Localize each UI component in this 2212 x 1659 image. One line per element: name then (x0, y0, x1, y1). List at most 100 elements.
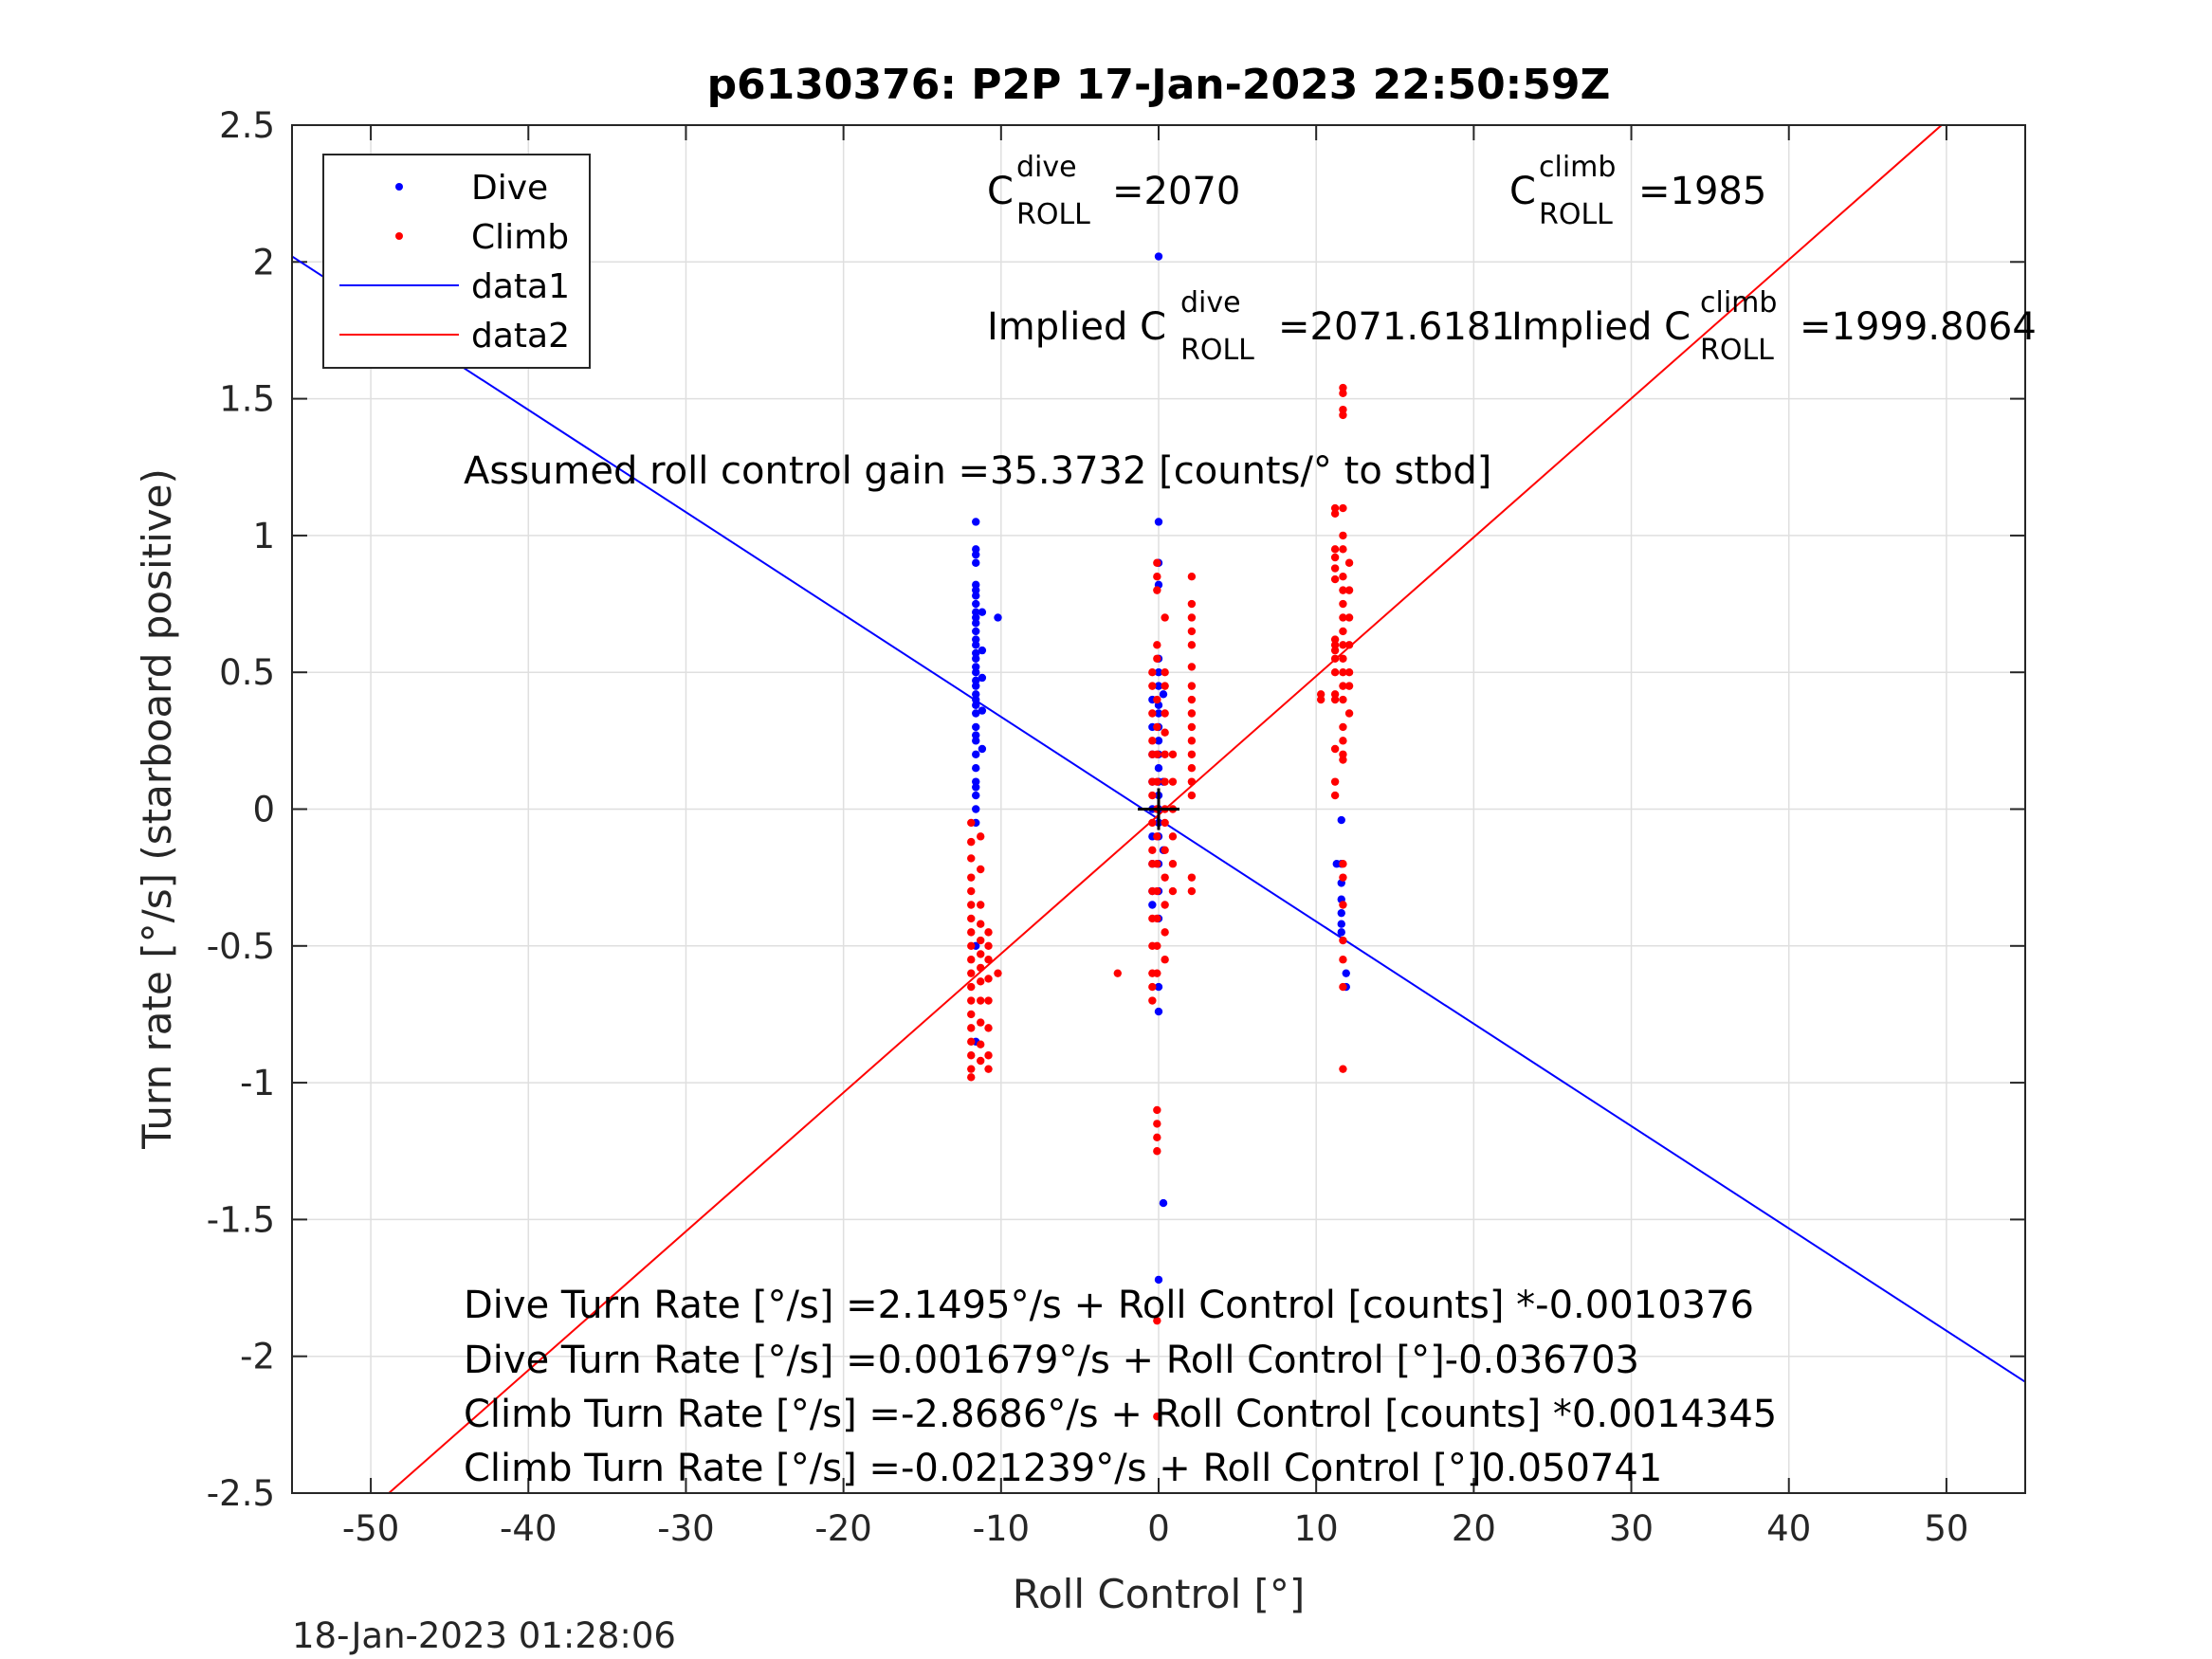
climb-point (977, 865, 985, 874)
climb-point (1330, 553, 1340, 562)
dive-point (1337, 928, 1345, 937)
climb-point (1113, 969, 1122, 977)
x-tick-label: -20 (814, 1508, 871, 1549)
y-tick-label: 0 (252, 790, 275, 830)
climb-point (1339, 641, 1347, 649)
climb-point (1339, 860, 1347, 868)
dive-point (972, 676, 980, 685)
climb-point (977, 1040, 985, 1048)
dive-point (972, 764, 980, 773)
climb-point (1187, 737, 1197, 745)
annotation-fit-2: Dive Turn Rate [°/s] =0.001679°/s + Roll… (464, 1339, 1639, 1382)
climb-point (1161, 846, 1169, 854)
climb-point (977, 1056, 985, 1066)
climb-point (984, 1051, 993, 1060)
annotation-fit-1: Dive Turn Rate [°/s] =2.1495°/s + Roll C… (464, 1284, 1754, 1327)
annotation-fit-3: Climb Turn Rate [°/s] =-2.8686°/s + Roll… (464, 1393, 1777, 1436)
climb-point (984, 975, 993, 983)
x-tick-label: 30 (1609, 1508, 1654, 1549)
climb-point (1148, 818, 1157, 828)
dive-point (972, 737, 980, 745)
climb-point (1187, 764, 1197, 773)
climb-point (1339, 668, 1347, 677)
climb-point (967, 886, 976, 896)
climb-point (1316, 690, 1325, 699)
climb-point (1153, 1120, 1161, 1128)
climb-point (1153, 941, 1161, 950)
climb-point (1339, 627, 1347, 636)
climb-point (967, 1010, 976, 1019)
climb-point (1330, 509, 1340, 519)
climb-point (1344, 641, 1354, 649)
dive-point (972, 805, 980, 813)
climb-point (1168, 750, 1178, 758)
climb-point (1339, 503, 1347, 513)
climb-point (977, 963, 985, 973)
climb-point (1161, 901, 1169, 909)
climb-point (1339, 682, 1347, 690)
climb-point (967, 1024, 976, 1032)
y-axis-label: Turn rate [°/s] (starboard positive) (134, 468, 180, 1150)
climb-point (1153, 1316, 1161, 1325)
svg-text:Implied C: Implied C (987, 305, 1166, 349)
climb-point (1330, 777, 1340, 786)
dive-point (1337, 815, 1345, 825)
climb-point (1330, 635, 1340, 644)
climb-point (1330, 654, 1340, 663)
dive-point (978, 673, 987, 683)
dive-point (1148, 901, 1157, 909)
legend-data2: data2 (471, 317, 570, 356)
climb-point (1344, 586, 1354, 594)
dive-point (978, 744, 987, 754)
annotation-c-dive: C dive ROLL =2070 (987, 151, 1240, 231)
climb-point (1153, 886, 1161, 896)
climb-point (1339, 1065, 1347, 1073)
dive-point (972, 709, 980, 718)
climb-point (1148, 682, 1157, 690)
annotation-implied-dive: Implied C dive ROLL =2071.6181 (987, 286, 1515, 367)
climb-point (967, 996, 976, 1005)
climb-point (1168, 886, 1178, 896)
climb-point (1153, 1412, 1161, 1421)
svg-text:=1999.8064: =1999.8064 (1800, 305, 2037, 349)
climb-point (1161, 818, 1169, 828)
dive-point (972, 663, 980, 671)
climb-point (1187, 641, 1197, 649)
climb-point (1330, 791, 1340, 800)
climb-point (967, 941, 976, 950)
dive-point (972, 668, 980, 677)
climb-point (967, 956, 976, 964)
climb-point (1187, 627, 1197, 636)
climb-point (1187, 777, 1197, 786)
climb-point (1161, 682, 1169, 690)
climb-point (1316, 695, 1325, 704)
x-tick-label: 20 (1452, 1508, 1496, 1549)
svg-text:=2070: =2070 (1112, 170, 1240, 213)
legend: Dive Climb data1 data2 (322, 154, 591, 369)
climb-point (1330, 668, 1340, 677)
climb-point (1344, 558, 1354, 567)
dive-point (1154, 1275, 1163, 1285)
legend-box (322, 154, 591, 369)
dive-point (994, 613, 1002, 622)
climb-point (1330, 646, 1340, 655)
dive-point (1154, 668, 1163, 677)
dive-point (1154, 682, 1163, 690)
dive-point (972, 750, 980, 758)
climb-point (1153, 641, 1161, 649)
climb-point (984, 1024, 993, 1032)
climb-point (1153, 860, 1161, 868)
legend-data1: data1 (471, 267, 570, 306)
climb-point (1161, 668, 1169, 677)
climb-point (1339, 750, 1347, 758)
climb-point (1187, 722, 1197, 732)
dive-point (972, 654, 980, 663)
climb-point (1344, 709, 1354, 718)
dive-point (972, 545, 980, 554)
climb-point (1330, 574, 1340, 584)
svg-text:Implied C: Implied C (1511, 305, 1691, 349)
climb-point (967, 854, 976, 863)
dive-point (972, 627, 980, 636)
climb-point (1339, 873, 1347, 882)
